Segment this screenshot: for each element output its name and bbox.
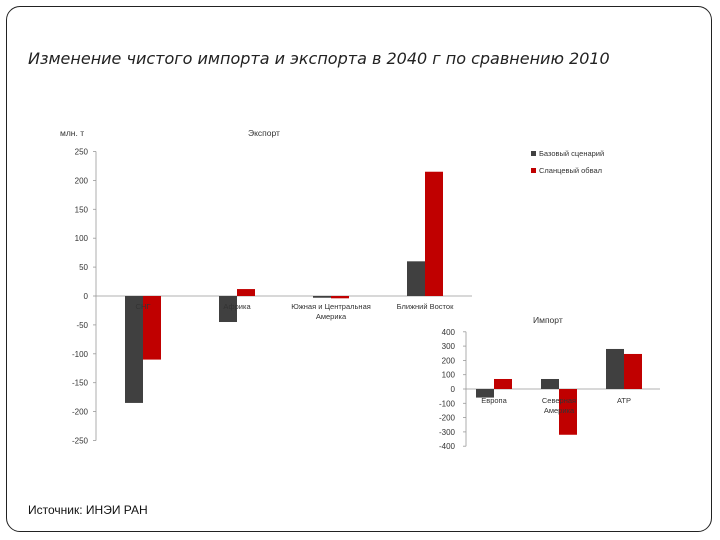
export-bar-shale	[237, 289, 255, 296]
legend-swatch	[531, 168, 536, 173]
import-bar-base	[476, 389, 494, 398]
export-y-tick-label: 100	[75, 234, 89, 243]
export-category-label: Ближний Восток	[397, 302, 454, 311]
import-category-label: АТР	[617, 396, 631, 405]
export-category-label: СНГ	[136, 302, 151, 311]
import-title: Импорт	[533, 315, 563, 325]
import-y-tick-label: 300	[442, 342, 456, 351]
import-y-tick-label: 200	[442, 356, 456, 365]
import-y-tick-label: -400	[439, 442, 456, 451]
export-bar-base	[313, 296, 331, 298]
export-y-tick-label: -150	[72, 379, 89, 388]
import-category-label: Северная Америка	[542, 396, 576, 415]
export-y-tick-label: -250	[72, 437, 89, 446]
source-note: Источник: ИНЭИ РАН	[28, 503, 148, 517]
legend-label: Сланцевый обвал	[539, 166, 602, 175]
import-y-tick-label: -300	[439, 428, 456, 437]
legend-label: Базовый сценарий	[539, 149, 604, 158]
legend-swatch	[531, 151, 536, 156]
export-bar-base	[219, 296, 237, 323]
import-y-tick-label: 100	[442, 371, 456, 380]
export-y-tick-label: 150	[75, 205, 89, 214]
export-bar-shale	[143, 296, 161, 360]
export-y-tick-label: 50	[79, 263, 88, 272]
import-bar-base	[541, 378, 559, 389]
export-bar-base	[407, 261, 425, 296]
import-y-tick-label: -200	[439, 414, 456, 423]
export-y-tick-label: 200	[75, 176, 89, 185]
export-y-tick-label: 0	[84, 292, 89, 301]
export-title: Экспорт	[248, 128, 280, 138]
export-bar-shale	[331, 296, 349, 299]
export-y-tick-label: -50	[76, 321, 88, 330]
import-category-label: Европа	[481, 396, 507, 405]
export-category-label: Африка	[223, 302, 251, 311]
import-bar-shale	[624, 353, 642, 389]
export-category-label: Южная и Центральная Америка	[291, 302, 371, 321]
slide-title: Изменение чистого импорта и экспорта в 2…	[28, 49, 610, 68]
export-bar-shale	[425, 171, 443, 296]
import-chart-background	[416, 326, 666, 454]
import-bar-shale	[494, 378, 512, 389]
import-bar-base	[606, 348, 624, 389]
import-bar-shale	[559, 389, 577, 435]
import-y-tick-label: 0	[451, 385, 456, 394]
export-y-tick-label: -200	[72, 408, 89, 417]
export-y-tick-label: -100	[72, 350, 89, 359]
export-bar-base	[125, 296, 143, 403]
import-y-tick-label: 400	[442, 328, 456, 337]
export-y-tick-label: 250	[75, 148, 89, 157]
export-ylabel: млн. т	[60, 128, 84, 138]
import-y-tick-label: -100	[439, 399, 456, 408]
